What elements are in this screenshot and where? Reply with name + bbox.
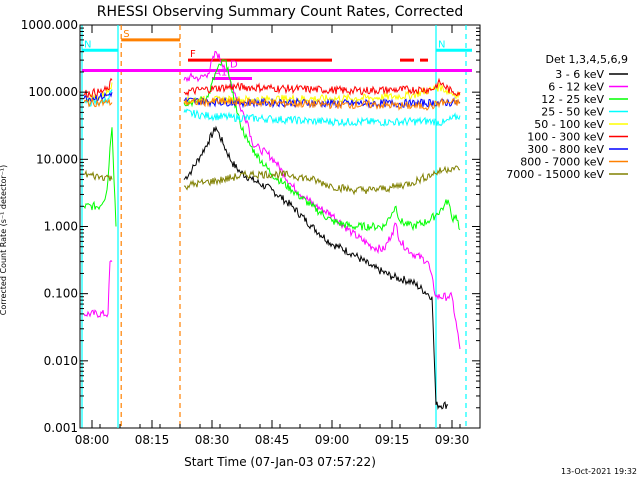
y-tick-label-2: 10.000 bbox=[36, 152, 78, 166]
x-tick-label-1: 08:15 bbox=[135, 433, 170, 447]
legend-label-6: 300 - 800 keV bbox=[527, 143, 604, 156]
x-tick-label-2: 08:30 bbox=[195, 433, 230, 447]
legend-label-4: 50 - 100 keV bbox=[534, 118, 604, 131]
series-line-1 bbox=[83, 50, 461, 350]
flag-label-7: D bbox=[230, 60, 238, 71]
legend-label-8: 7000 - 15000 keV bbox=[506, 168, 604, 181]
y-tick-label-3: 1.000 bbox=[44, 220, 78, 234]
y-tick-label-1: 100.000 bbox=[28, 85, 78, 99]
plot-area: S N N F DA1 bbox=[79, 24, 481, 429]
series-line-8 bbox=[83, 165, 460, 196]
series-line-0 bbox=[183, 125, 449, 411]
flag-label-3: F bbox=[190, 49, 196, 60]
legend-label-3: 25 - 50 keV bbox=[541, 106, 604, 119]
x-tick-label-4: 09:00 bbox=[315, 433, 350, 447]
y-tick-label-5: 0.010 bbox=[44, 354, 78, 368]
series-line-2 bbox=[83, 59, 461, 232]
series-line-7 bbox=[83, 96, 461, 111]
x-tick-label-0: 08:00 bbox=[75, 433, 110, 447]
flag-label-8: A1 bbox=[214, 67, 227, 78]
flag-label-1: N bbox=[84, 39, 91, 50]
legend-label-1: 6 - 12 keV bbox=[548, 81, 604, 94]
y-axis: 1000.000 100.000 10.000 1.000 0.100 0.010 0.00… bbox=[21, 18, 480, 435]
flag-label-0: S bbox=[123, 29, 129, 40]
legend-label-7: 800 - 7000 keV bbox=[520, 156, 604, 169]
flag-label-2: N bbox=[438, 39, 445, 50]
series-line-5 bbox=[83, 77, 461, 98]
x-tick-label-6: 09:30 bbox=[435, 433, 470, 447]
x-axis-label: Start Time (07-Jan-03 07:57:22) bbox=[184, 455, 376, 469]
series-line-6 bbox=[83, 91, 461, 109]
y-tick-label-6: 0.001 bbox=[44, 421, 78, 435]
legend-label-2: 12 - 25 keV bbox=[541, 93, 604, 106]
plot-frame bbox=[79, 24, 481, 429]
x-tick-label-5: 09:15 bbox=[375, 433, 410, 447]
legend-title: Det 1,3,4,5,6,9 bbox=[545, 53, 628, 66]
legend-label-5: 100 - 300 keV bbox=[527, 131, 604, 144]
y-tick-label-4: 0.100 bbox=[44, 287, 78, 301]
x-axis: 08:00 08:15 08:30 08:45 09:00 09:15 09:30 bbox=[75, 25, 481, 447]
footer-date: 13-Oct-2021 19:32 bbox=[561, 467, 637, 476]
series-line-3 bbox=[83, 89, 461, 127]
chart-title: RHESSI Observing Summary Count Rates, Co… bbox=[97, 4, 463, 20]
y-axis-label: Corrected Count Rate (s⁻¹ detector⁻¹) bbox=[0, 165, 8, 316]
legend-label-0: 3 - 6 keV bbox=[555, 68, 604, 81]
y-tick-label-0: 1000.000 bbox=[21, 18, 78, 32]
x-tick-label-3: 08:45 bbox=[255, 433, 290, 447]
